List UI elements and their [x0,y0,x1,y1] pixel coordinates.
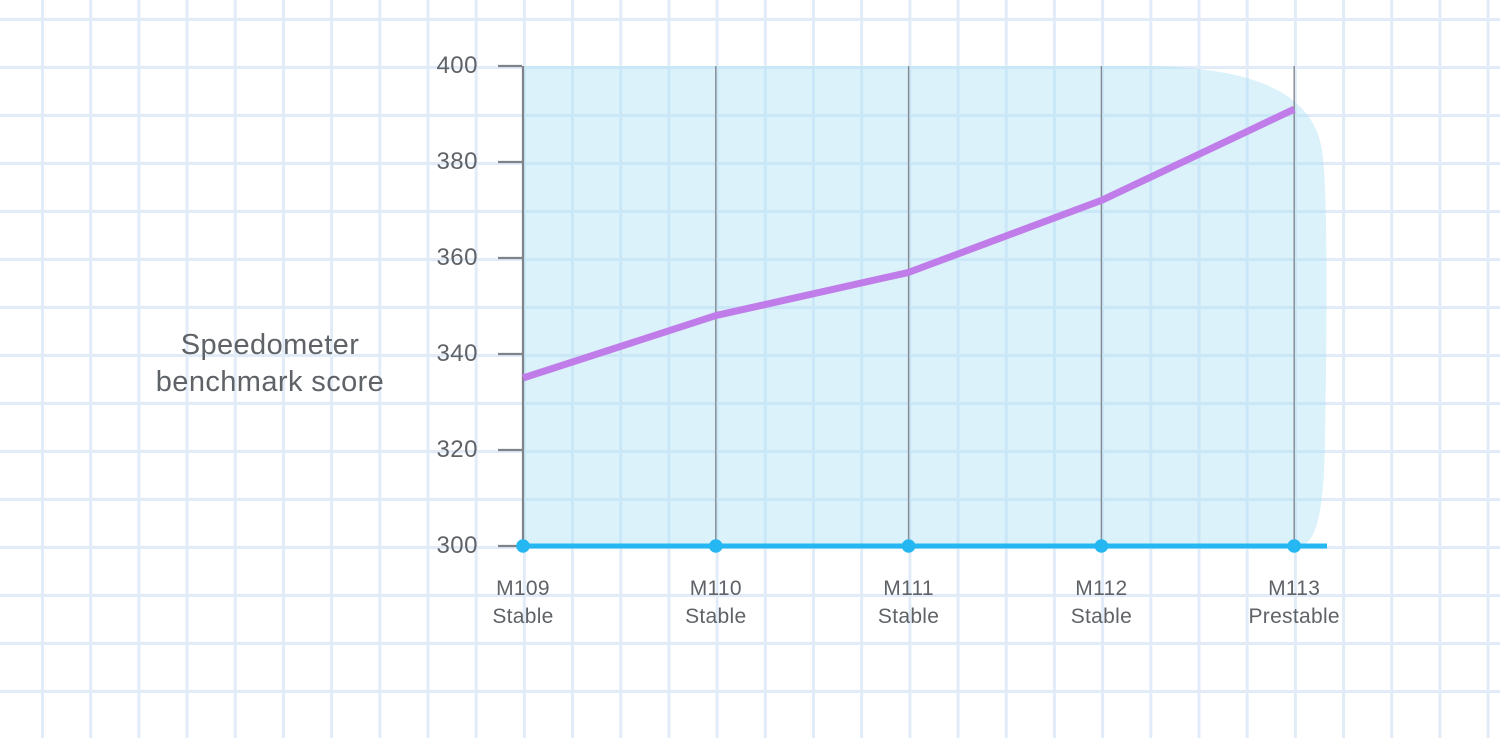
x-axis-category-label: M113 Prestable [1198,575,1390,631]
y-axis-tick-label: 300 [436,532,478,559]
milestone-channel: Prestable [1248,605,1340,628]
score-line [521,106,1296,382]
milestone-version: M110 [689,577,742,600]
milestone-version: M111 [883,577,934,600]
y-axis-tick-label: 340 [436,340,478,367]
milestone-version: M113 [1268,577,1321,600]
x-axis-category-label: M112 Stable [1005,575,1197,631]
y-axis-title: Speedometer benchmark score [155,329,385,398]
milestone-channel: Stable [877,605,940,628]
y-axis-tick-label: 380 [436,148,478,175]
y-axis-tick-label: 360 [436,244,478,271]
milestone-channel: Stable [492,605,554,628]
x-axis-category-label: M111 Stable [813,575,1005,631]
shaded-score-region [523,66,1327,546]
y-axis-tick-label: 400 [436,52,478,79]
milestone-version: M109 [496,577,550,600]
x-axis-category-label: M109 Stable [427,575,619,631]
y-axis-tick-label: 320 [436,436,478,463]
milestone-version: M112 [1075,577,1128,600]
milestone-channel: Stable [685,605,747,628]
x-axis-category-label: M110 Stable [620,575,812,631]
baseline-release-dot [709,539,723,553]
baseline-release-dot [1094,539,1109,553]
baseline-release-dot [901,539,916,553]
baseline-release-dot [1287,539,1301,553]
baseline-release-dot [516,539,530,553]
milestone-channel: Stable [1070,605,1133,628]
